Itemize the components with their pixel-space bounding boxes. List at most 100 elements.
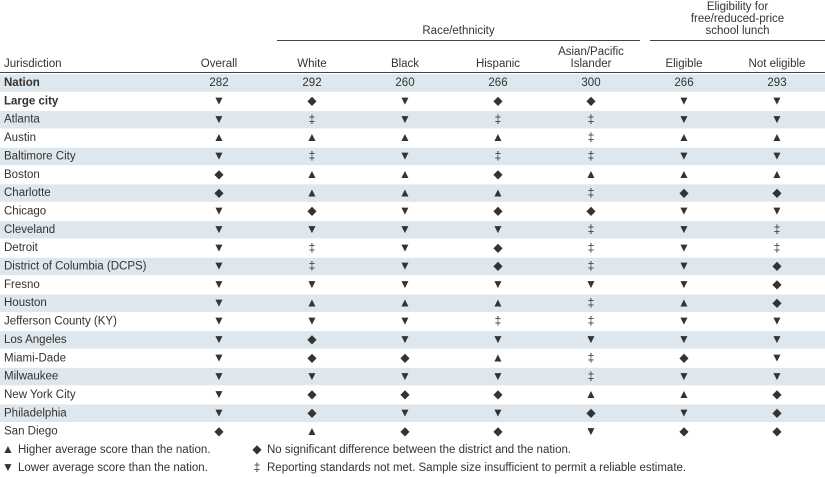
- group-header: Eligibility for: [707, 1, 769, 13]
- cell-symbol: ▲: [306, 185, 318, 199]
- cell-symbol: ‡: [774, 222, 781, 236]
- cell-symbol: ▲: [492, 185, 504, 199]
- cell-symbol: ▼: [213, 94, 225, 108]
- cell-symbol: ▼: [213, 277, 225, 291]
- cell-symbol: ‡: [495, 149, 502, 163]
- cell-symbol: ‡: [588, 222, 595, 236]
- cell-symbol: ▲: [492, 350, 504, 364]
- cell-symbol: ◆: [214, 185, 224, 199]
- cell-symbol: ‡: [588, 295, 595, 309]
- cell-symbol: ▼: [213, 240, 225, 254]
- cell-symbol: ▼: [213, 222, 225, 236]
- cell-symbol: ▼: [678, 204, 690, 218]
- cell-symbol: ▼: [678, 259, 690, 273]
- cell-symbol: ◆: [493, 167, 503, 181]
- cell-symbol: ▼: [213, 387, 225, 401]
- cell-value: 292: [302, 77, 321, 89]
- cell-symbol: ▼: [213, 204, 225, 218]
- cell-symbol: ▼: [399, 149, 411, 163]
- column-header: Not eligible: [749, 58, 806, 70]
- cell-symbol: ◆: [679, 185, 689, 199]
- cell-symbol: ▼: [771, 350, 783, 364]
- cell-symbol: ▼: [213, 350, 225, 364]
- legend-symbol: ◆: [252, 442, 262, 456]
- row-label: Large city: [4, 95, 59, 107]
- cell-symbol: ▼: [213, 405, 225, 419]
- cell-symbol: ◆: [307, 94, 317, 108]
- cell-symbol: ▼: [771, 112, 783, 126]
- cell-symbol: ◆: [400, 387, 410, 401]
- cell-symbol: ◆: [493, 387, 503, 401]
- cell-symbol: ▲: [306, 167, 318, 181]
- cell-symbol: ▼: [399, 112, 411, 126]
- column-header: Overall: [201, 58, 237, 70]
- group-header: free/reduced-price: [691, 13, 784, 25]
- row-label: Los Angeles: [4, 334, 67, 346]
- cell-symbol: ▼: [678, 149, 690, 163]
- cell-symbol: ▼: [678, 405, 690, 419]
- cell-symbol: ▼: [585, 424, 597, 438]
- row-label: Houston: [4, 297, 47, 309]
- cell-symbol: ▲: [399, 295, 411, 309]
- cell-symbol: ‡: [309, 259, 316, 273]
- cell-symbol: ‡: [588, 112, 595, 126]
- cell-symbol: ‡: [588, 240, 595, 254]
- cell-symbol: ▼: [678, 222, 690, 236]
- cell-symbol: ◆: [214, 424, 224, 438]
- cell-symbol: ▼: [678, 112, 690, 126]
- cell-symbol: ▼: [771, 314, 783, 328]
- row-label: Philadelphia: [4, 407, 67, 419]
- cell-symbol: ‡: [588, 369, 595, 383]
- cell-symbol: ▼: [213, 259, 225, 273]
- cell-symbol: ▼: [492, 369, 504, 383]
- cell-symbol: ▼: [306, 369, 318, 383]
- cell-symbol: ▼: [585, 332, 597, 346]
- cell-symbol: ▲: [399, 130, 411, 144]
- cell-value: 266: [488, 77, 507, 89]
- cell-symbol: ◆: [772, 295, 782, 309]
- row-label: Chicago: [4, 205, 46, 217]
- cell-symbol: ▼: [399, 332, 411, 346]
- cell-symbol: ‡: [588, 314, 595, 328]
- cell-symbol: ▲: [678, 295, 690, 309]
- cell-symbol: ◆: [400, 350, 410, 364]
- cell-symbol: ▲: [771, 167, 783, 181]
- cell-symbol: ▲: [585, 387, 597, 401]
- column-header: Black: [391, 58, 419, 70]
- cell-symbol: ◆: [772, 387, 782, 401]
- row-label: District of Columbia (DCPS): [4, 261, 147, 273]
- cell-symbol: ▼: [399, 277, 411, 291]
- cell-symbol: ‡: [588, 350, 595, 364]
- legend-symbol: ▲: [2, 442, 14, 456]
- cell-symbol: ▼: [213, 314, 225, 328]
- cell-value: 282: [209, 77, 228, 89]
- cell-symbol: ▲: [306, 295, 318, 309]
- row-label: Cleveland: [4, 224, 55, 236]
- column-header: Jurisdiction: [4, 58, 62, 70]
- cell-symbol: ◆: [307, 405, 317, 419]
- cell-symbol: ▼: [678, 240, 690, 254]
- cell-symbol: ▼: [399, 405, 411, 419]
- legend-symbol: ‡: [254, 460, 261, 474]
- legend-text: Reporting standards not met. Sample size…: [267, 462, 686, 474]
- cell-symbol: ▼: [399, 94, 411, 108]
- cell-symbol: ▲: [585, 167, 597, 181]
- cell-symbol: ▼: [678, 94, 690, 108]
- cell-symbol: ◆: [679, 350, 689, 364]
- cell-symbol: ◆: [493, 259, 503, 273]
- cell-symbol: ◆: [586, 94, 596, 108]
- legend-text: Higher average score than the nation.: [18, 444, 210, 456]
- row-band: [0, 404, 825, 422]
- cell-symbol: ▲: [678, 387, 690, 401]
- cell-symbol: ‡: [588, 259, 595, 273]
- cell-symbol: ◆: [493, 94, 503, 108]
- cell-symbol: ▼: [492, 405, 504, 419]
- column-header: Hispanic: [476, 58, 520, 70]
- row-label: Austin: [4, 132, 36, 144]
- cell-symbol: ▼: [771, 94, 783, 108]
- cell-symbol: ▲: [399, 167, 411, 181]
- group-header: Race/ethnicity: [422, 25, 494, 37]
- cell-symbol: ▼: [213, 295, 225, 309]
- cell-value: 260: [395, 77, 414, 89]
